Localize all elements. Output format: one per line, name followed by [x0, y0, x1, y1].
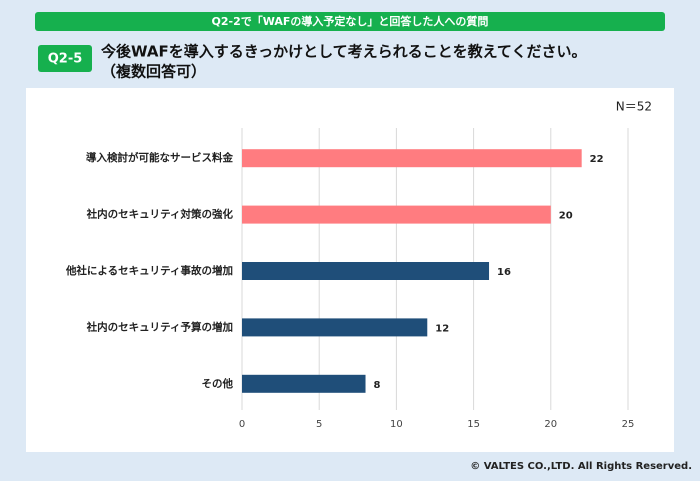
sample-size: N＝52: [616, 100, 652, 114]
bar: [242, 318, 428, 337]
y-tick-label: 社内のセキュリティ対策の強化: [86, 208, 234, 221]
x-tick-label: 15: [467, 419, 480, 430]
x-tick-label: 0: [239, 419, 245, 430]
x-tick-label: 5: [316, 419, 322, 430]
banner: [35, 12, 665, 31]
bar: [242, 149, 582, 168]
data-label: 22: [590, 154, 604, 165]
data-label: 12: [435, 323, 449, 334]
x-tick-label: 25: [622, 419, 635, 430]
question-tag: [38, 45, 92, 72]
copyright: © VALTES CO.,LTD. All Rights Reserved.: [470, 461, 692, 472]
question-text: （複数回答可）: [101, 63, 206, 81]
x-tick-label: 20: [544, 419, 557, 430]
data-label: 16: [497, 267, 511, 278]
data-label: 8: [374, 380, 381, 391]
x-tick-label: 10: [390, 419, 403, 430]
question-text: 今後WAFを導入するきっかけとして考えられることを教えてください。: [100, 43, 586, 61]
y-tick-label: 社内のセキュリティ予算の増加: [86, 320, 233, 333]
y-tick-label: 他社によるセキュリティ事故の増加: [65, 264, 233, 277]
bar: [242, 374, 366, 393]
plot: 0 5 10 15 20 25 導入検討が可能なサービス料金 22 社内のセキュリティ対策の強化…: [65, 128, 634, 430]
bar: [242, 262, 490, 280]
y-tick-label: その他: [202, 377, 234, 390]
y-tick-label: 導入検討が可能なサービス料金: [86, 151, 233, 164]
bar: [242, 205, 551, 224]
data-label: 20: [559, 211, 573, 222]
question-tag-text: Q2-5: [48, 52, 83, 67]
banner-text: Q2-2で「WAFの導入予定なし」と回答した人への質問: [212, 14, 489, 28]
